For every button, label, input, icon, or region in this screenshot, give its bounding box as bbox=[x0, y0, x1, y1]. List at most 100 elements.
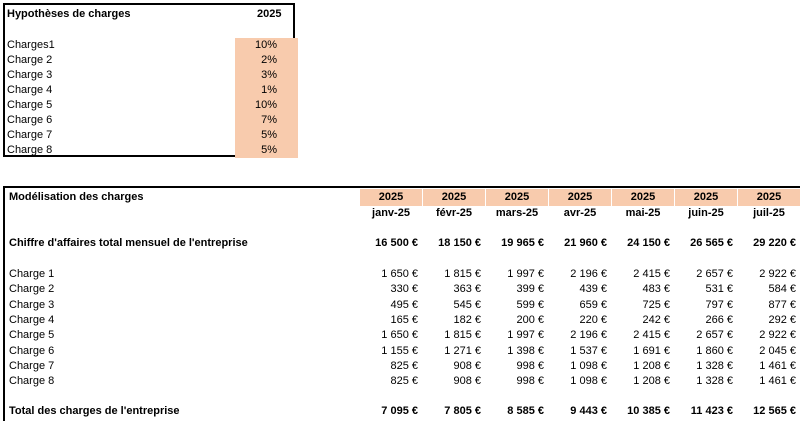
year-header-cell: 2025 bbox=[360, 189, 422, 206]
charge-value[interactable]: 1 650 € bbox=[381, 329, 418, 342]
charge-value[interactable]: 545 € bbox=[453, 298, 481, 311]
total-charges-value[interactable]: 11 423 € bbox=[690, 405, 733, 417]
charge-value[interactable]: 1 208 € bbox=[633, 359, 670, 372]
charge-value[interactable]: 1 860 € bbox=[696, 344, 733, 357]
year-header-cell: 2025 bbox=[486, 189, 548, 206]
revenue-value[interactable]: 16 500 € bbox=[375, 237, 418, 249]
hypothesis-label: Charge 8 bbox=[7, 144, 53, 156]
revenue-value[interactable]: 19 965 € bbox=[501, 237, 544, 249]
year-header-cell: 2025 bbox=[423, 189, 485, 206]
charge-value[interactable]: 266 € bbox=[705, 313, 733, 326]
charge-value[interactable]: 599 € bbox=[516, 298, 544, 311]
charge-value[interactable]: 439 € bbox=[579, 283, 607, 296]
charge-value[interactable]: 363 € bbox=[453, 283, 481, 296]
charge-value[interactable]: 584 € bbox=[768, 283, 796, 296]
charge-value[interactable]: 2 196 € bbox=[570, 268, 607, 280]
total-charges-value[interactable]: 7 095 € bbox=[381, 405, 418, 417]
charge-value[interactable]: 1 098 € bbox=[570, 359, 607, 372]
charge-value[interactable]: 165 € bbox=[390, 313, 418, 326]
charge-value[interactable]: 292 € bbox=[768, 313, 796, 326]
revenue-value[interactable]: 24 150 € bbox=[627, 237, 670, 249]
revenue-value[interactable]: 29 220 € bbox=[753, 237, 796, 249]
charge-value[interactable]: 1 650 € bbox=[381, 268, 418, 280]
charge-value[interactable]: 2 657 € bbox=[696, 268, 733, 280]
charge-value[interactable]: 1 691 € bbox=[633, 344, 670, 357]
month-header-cell: mai-25 bbox=[625, 207, 661, 219]
charge-value[interactable]: 2 196 € bbox=[570, 329, 607, 342]
charge-value[interactable]: 1 271 € bbox=[444, 344, 481, 357]
hypothesis-rate-cell[interactable]: 5% bbox=[235, 143, 298, 158]
charge-value[interactable]: 330 € bbox=[390, 283, 418, 296]
hypothesis-label: Charge 5 bbox=[7, 99, 53, 111]
charge-value[interactable]: 1 155 € bbox=[381, 344, 418, 357]
charge-value[interactable]: 200 € bbox=[516, 313, 544, 326]
hypothesis-rate: 1% bbox=[261, 84, 277, 96]
charge-value[interactable]: 2 415 € bbox=[633, 329, 670, 342]
charge-value[interactable]: 2 657 € bbox=[696, 329, 733, 342]
hypothesis-rate-cell[interactable]: 5% bbox=[235, 128, 298, 143]
charge-value[interactable]: 242 € bbox=[642, 313, 670, 326]
month-header-cell: avr-25 bbox=[563, 207, 597, 219]
charge-row-label: Charge 8 bbox=[9, 375, 55, 388]
charge-value[interactable]: 2 922 € bbox=[759, 268, 796, 280]
charge-value[interactable]: 1 208 € bbox=[633, 375, 670, 388]
charge-value[interactable]: 908 € bbox=[453, 359, 481, 372]
charge-value[interactable]: 725 € bbox=[642, 298, 670, 311]
charge-value[interactable]: 531 € bbox=[705, 283, 733, 296]
hypothesis-rate-cell[interactable]: 1% bbox=[235, 83, 298, 98]
charge-value[interactable]: 220 € bbox=[579, 313, 607, 326]
charge-value[interactable]: 2 922 € bbox=[759, 329, 796, 342]
hypothesis-rate: 5% bbox=[261, 144, 277, 156]
month-header-cell: juil-25 bbox=[753, 207, 785, 219]
year-header-cell: 2025 bbox=[549, 189, 611, 206]
hypothesis-row: Charges1 10% bbox=[5, 38, 298, 53]
charge-value[interactable]: 1 815 € bbox=[444, 268, 481, 280]
charge-value[interactable]: 825 € bbox=[390, 359, 418, 372]
hypothesis-rate-cell[interactable]: 2% bbox=[235, 53, 298, 68]
charge-value[interactable]: 1 537 € bbox=[570, 344, 607, 357]
charge-value[interactable]: 1 815 € bbox=[444, 329, 481, 342]
charge-value[interactable]: 797 € bbox=[705, 298, 733, 311]
hypothesis-rate-cell[interactable]: 7% bbox=[235, 113, 298, 128]
charge-value[interactable]: 877 € bbox=[768, 298, 796, 311]
charge-value[interactable]: 182 € bbox=[453, 313, 481, 326]
charge-value[interactable]: 1 997 € bbox=[507, 268, 544, 280]
charge-value[interactable]: 908 € bbox=[453, 375, 481, 388]
charge-value[interactable]: 998 € bbox=[516, 359, 544, 372]
charge-value[interactable]: 1 461 € bbox=[759, 375, 796, 388]
total-charges-value[interactable]: 7 805 € bbox=[444, 405, 481, 417]
charge-value[interactable]: 2 045 € bbox=[759, 344, 796, 357]
charge-row-label: Charge 5 bbox=[9, 329, 55, 342]
month-header-cell: mars-25 bbox=[495, 207, 539, 219]
hypothesis-row: Charge 6 7% bbox=[5, 113, 298, 128]
charge-value[interactable]: 399 € bbox=[516, 283, 544, 296]
charge-value[interactable]: 825 € bbox=[390, 375, 418, 388]
hypothesis-rate-cell[interactable]: 10% bbox=[235, 38, 298, 53]
revenue-value[interactable]: 26 565 € bbox=[690, 237, 733, 249]
charge-value[interactable]: 659 € bbox=[579, 298, 607, 311]
charge-value[interactable]: 1 398 € bbox=[507, 344, 544, 357]
revenue-value[interactable]: 18 150 € bbox=[438, 237, 481, 249]
total-charges-value[interactable]: 10 385 € bbox=[627, 405, 670, 417]
charge-row-label: Charge 4 bbox=[9, 313, 55, 326]
charge-value[interactable]: 1 098 € bbox=[570, 375, 607, 388]
hypothesis-rate: 3% bbox=[261, 69, 277, 81]
charge-value[interactable]: 495 € bbox=[390, 298, 418, 311]
hypothesis-row: Charge 8 5% bbox=[5, 143, 298, 158]
total-charges-value[interactable]: 8 585 € bbox=[507, 405, 544, 417]
hypothesis-rate-cell[interactable]: 10% bbox=[235, 98, 298, 113]
total-charges-value[interactable]: 12 565 € bbox=[753, 405, 796, 417]
charge-value[interactable]: 1 461 € bbox=[759, 359, 796, 372]
charge-value[interactable]: 1 997 € bbox=[507, 329, 544, 342]
charge-value[interactable]: 1 328 € bbox=[696, 359, 733, 372]
charge-value[interactable]: 1 328 € bbox=[696, 375, 733, 388]
charge-value[interactable]: 483 € bbox=[642, 283, 670, 296]
charge-row-label: Charge 1 bbox=[9, 268, 55, 280]
revenue-value[interactable]: 21 960 € bbox=[564, 237, 607, 249]
charge-row-label: Charge 2 bbox=[9, 283, 55, 296]
charge-row-label: Charge 3 bbox=[9, 298, 55, 311]
hypothesis-rate-cell[interactable]: 3% bbox=[235, 68, 298, 83]
charge-value[interactable]: 998 € bbox=[516, 375, 544, 388]
total-charges-value[interactable]: 9 443 € bbox=[570, 405, 607, 417]
charge-value[interactable]: 2 415 € bbox=[633, 268, 670, 280]
